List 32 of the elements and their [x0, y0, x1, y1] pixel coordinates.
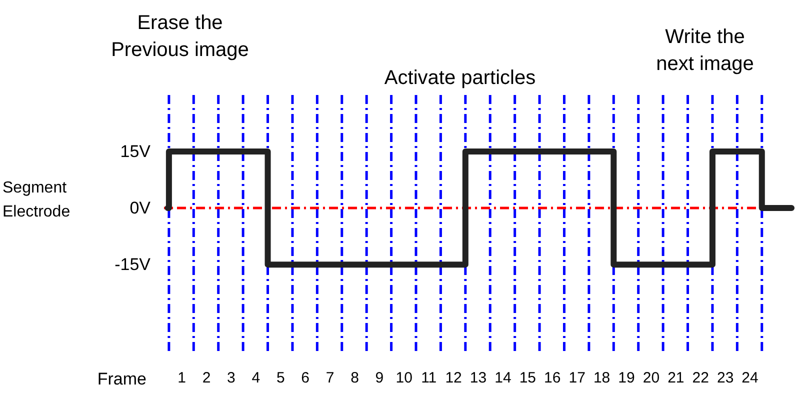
- x-tick-label: 4: [252, 370, 260, 386]
- x-axis-title: Frame: [97, 370, 146, 388]
- x-tick-label: 11: [421, 370, 437, 386]
- x-tick-label: 16: [544, 370, 561, 386]
- x-tick-label: 6: [301, 370, 310, 386]
- x-tick-label: 22: [692, 370, 709, 386]
- x-tick-label: 10: [396, 370, 412, 386]
- x-tick-label: 2: [202, 370, 211, 386]
- x-tick-label: 1: [178, 370, 186, 386]
- x-tick-label: 20: [642, 370, 660, 386]
- x-tick-label: 13: [470, 370, 487, 386]
- x-tick-label: 7: [326, 370, 334, 386]
- y-tick-label: 0V: [130, 198, 152, 218]
- x-tick-label: 18: [593, 370, 610, 386]
- x-tick-label: 5: [276, 370, 285, 386]
- text: Erase the Previous image: [111, 12, 249, 61]
- x-tick-label: 15: [519, 370, 536, 386]
- y-tick-label: 15V: [120, 142, 152, 162]
- y-axis-title: Segment Electrode: [2, 180, 70, 220]
- x-tick-label: 3: [227, 370, 236, 386]
- x-tick-label: 8: [350, 370, 359, 386]
- x-tick-label: 12: [445, 370, 462, 386]
- x-tick-label: 23: [716, 370, 734, 386]
- x-tick-label: 9: [375, 370, 384, 386]
- x-tick-label: 17: [568, 370, 586, 386]
- text: Write the next image: [656, 26, 754, 75]
- y-tick-label: -15V: [114, 255, 152, 274]
- x-tick-label: 24: [742, 370, 758, 386]
- x-tick-label: 14: [494, 370, 512, 386]
- x-tick-label: 19: [618, 370, 635, 386]
- text: Activate particles: [384, 67, 536, 89]
- x-tick-label: 21: [668, 370, 684, 386]
